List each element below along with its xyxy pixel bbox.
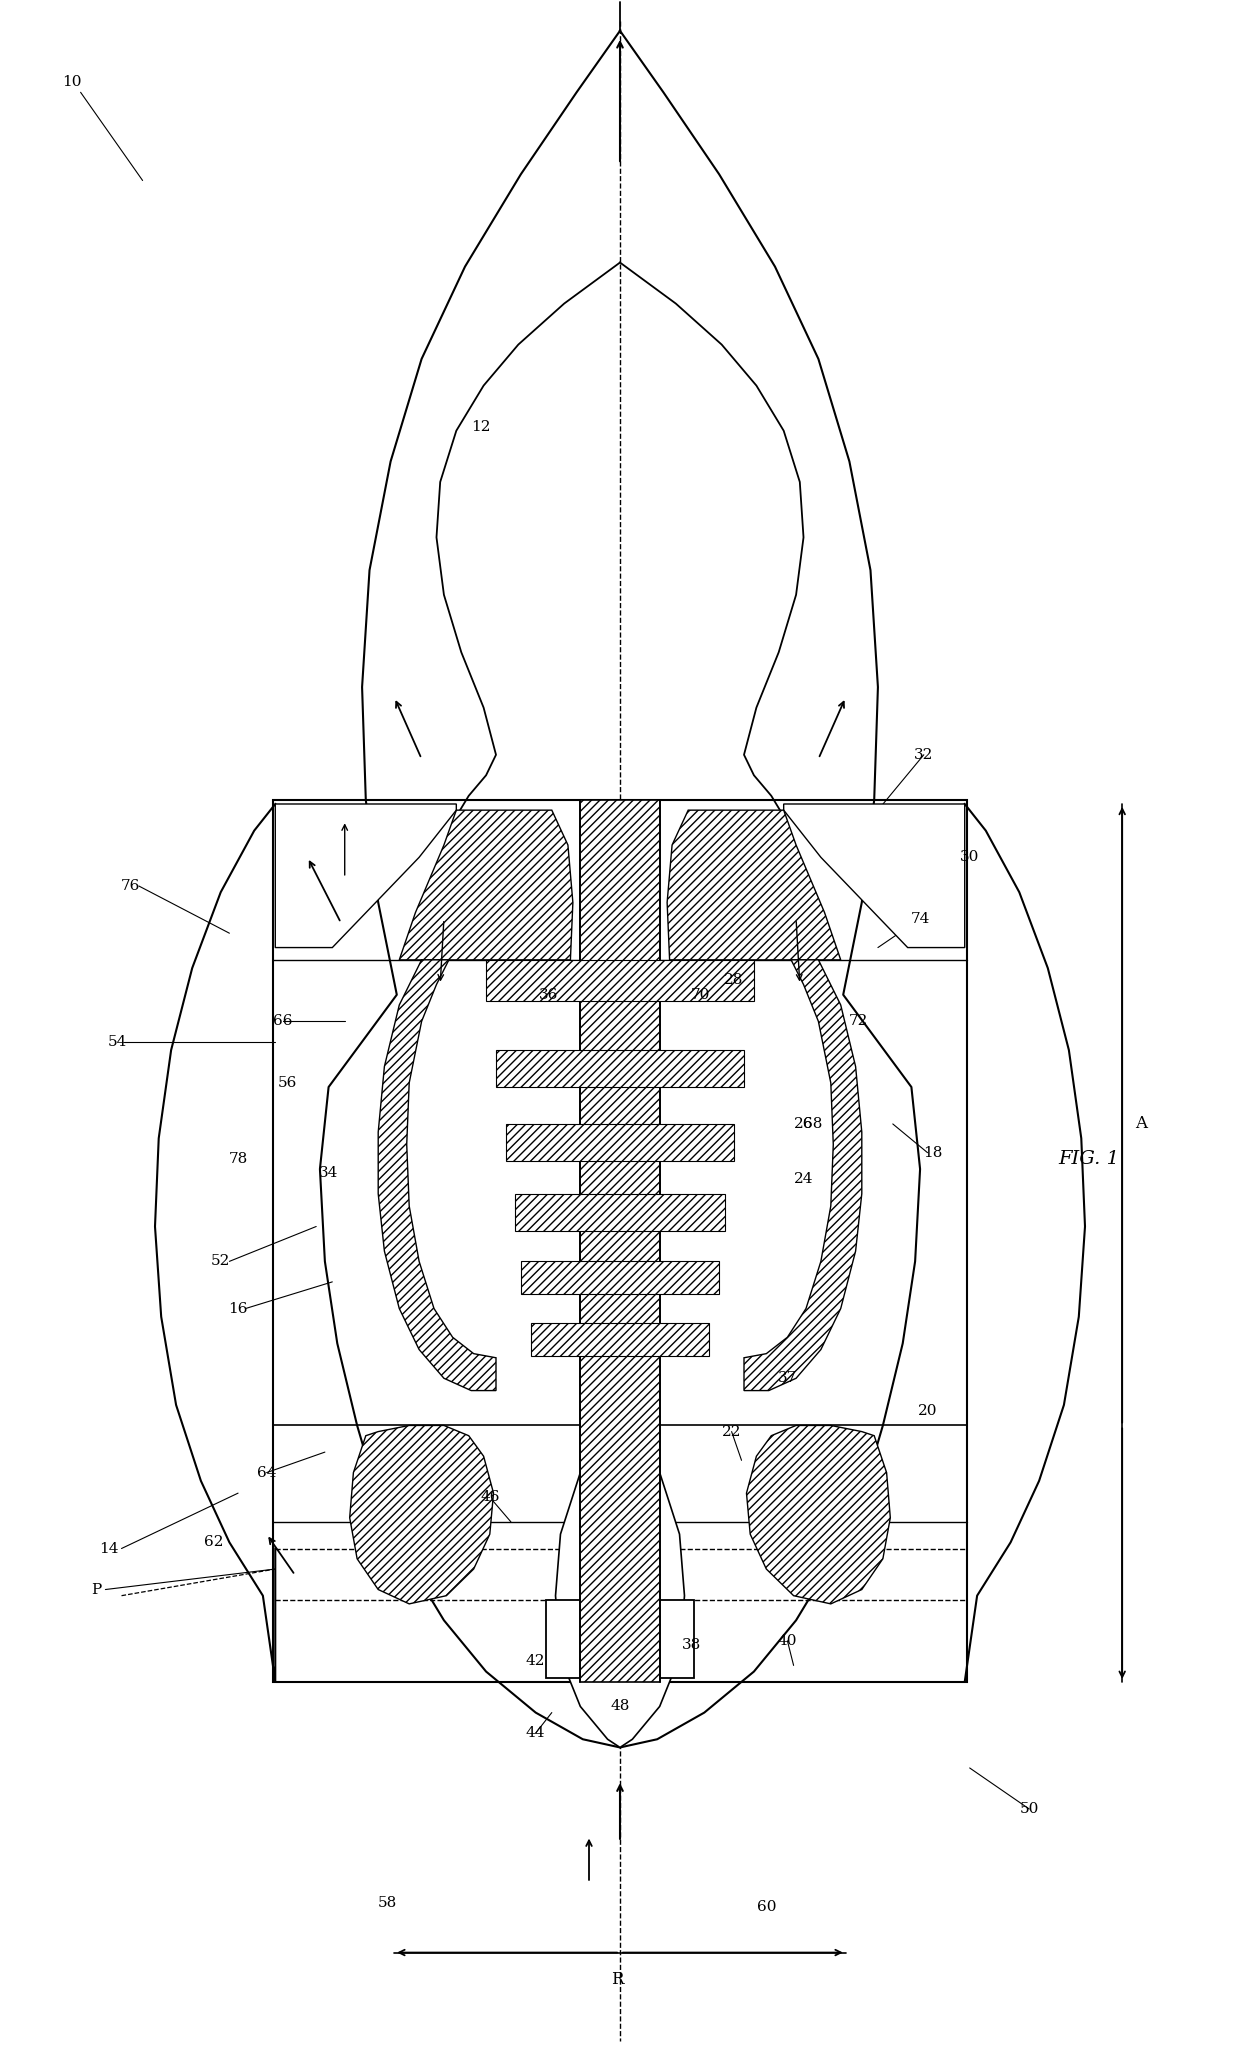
Polygon shape [275, 804, 456, 948]
Polygon shape [784, 804, 965, 948]
Text: 42: 42 [526, 1655, 546, 1667]
Text: 70: 70 [691, 989, 711, 1001]
Text: 62: 62 [203, 1536, 223, 1549]
Text: 78: 78 [228, 1153, 248, 1165]
Text: 12: 12 [471, 420, 491, 433]
Text: 36: 36 [538, 989, 558, 1001]
Text: 64: 64 [257, 1466, 277, 1479]
Polygon shape [744, 960, 862, 1391]
Polygon shape [496, 1050, 744, 1087]
Text: 66: 66 [273, 1015, 293, 1028]
Text: 30: 30 [960, 851, 980, 863]
Polygon shape [667, 810, 841, 960]
Polygon shape [556, 1432, 684, 1747]
Polygon shape [746, 1425, 890, 1604]
Text: 76: 76 [120, 880, 140, 892]
Polygon shape [515, 1194, 725, 1231]
Polygon shape [531, 1323, 709, 1356]
Text: 20: 20 [918, 1405, 937, 1417]
Text: FIG. 1: FIG. 1 [1058, 1151, 1120, 1167]
Polygon shape [350, 1425, 494, 1604]
Text: 32: 32 [914, 749, 934, 761]
Text: 10: 10 [62, 76, 82, 88]
Polygon shape [506, 1124, 734, 1161]
Text: 28: 28 [724, 974, 744, 987]
Text: 24: 24 [794, 1173, 813, 1185]
Text: 22: 22 [722, 1425, 742, 1438]
Text: 56: 56 [278, 1077, 298, 1089]
Polygon shape [546, 1600, 694, 1678]
Polygon shape [486, 960, 754, 1001]
Text: 68: 68 [802, 1118, 822, 1130]
Text: 34: 34 [319, 1167, 339, 1179]
Text: 54: 54 [108, 1036, 128, 1048]
Text: 40: 40 [777, 1635, 797, 1647]
Text: 38: 38 [682, 1639, 702, 1651]
Text: 50: 50 [1019, 1803, 1039, 1815]
Text: 72: 72 [848, 1015, 868, 1028]
Text: 60: 60 [756, 1901, 776, 1914]
Text: 26: 26 [794, 1118, 813, 1130]
Text: 52: 52 [211, 1255, 231, 1268]
Text: 16: 16 [228, 1302, 248, 1315]
Polygon shape [378, 960, 496, 1391]
Text: 46: 46 [480, 1491, 500, 1503]
Polygon shape [521, 1261, 719, 1294]
Text: 48: 48 [610, 1700, 630, 1713]
Bar [273, 800, 967, 1682]
Text: 58: 58 [377, 1897, 397, 1909]
Text: 18: 18 [923, 1147, 942, 1159]
Text: P: P [92, 1583, 102, 1596]
Text: 37: 37 [777, 1372, 797, 1384]
Text: A: A [1135, 1116, 1147, 1132]
Polygon shape [399, 810, 573, 960]
Text: 14: 14 [99, 1542, 119, 1555]
Text: R: R [611, 1971, 624, 1987]
Text: 74: 74 [910, 913, 930, 925]
Polygon shape [580, 800, 660, 1682]
Text: 44: 44 [526, 1727, 546, 1739]
